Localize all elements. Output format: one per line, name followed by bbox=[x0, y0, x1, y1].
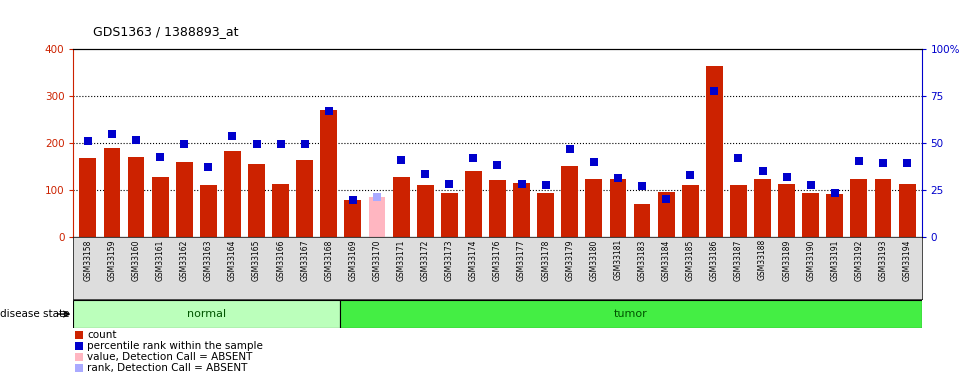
Text: GSM33167: GSM33167 bbox=[300, 239, 309, 281]
Text: GSM33192: GSM33192 bbox=[854, 239, 864, 280]
Bar bbox=[79, 158, 97, 237]
Text: GSM33174: GSM33174 bbox=[469, 239, 478, 281]
Bar bbox=[73, 300, 340, 328]
Text: GSM33184: GSM33184 bbox=[662, 239, 670, 280]
Bar bbox=[321, 110, 337, 237]
Text: GSM33179: GSM33179 bbox=[565, 239, 574, 281]
Text: GSM33163: GSM33163 bbox=[204, 239, 213, 281]
Text: GSM33191: GSM33191 bbox=[831, 239, 839, 280]
Text: GDS1363 / 1388893_at: GDS1363 / 1388893_at bbox=[93, 25, 239, 38]
Bar bbox=[730, 185, 747, 237]
Text: GSM33159: GSM33159 bbox=[107, 239, 117, 281]
Bar bbox=[489, 180, 506, 237]
Bar bbox=[561, 166, 579, 237]
Bar bbox=[392, 177, 410, 237]
Text: GSM33165: GSM33165 bbox=[252, 239, 261, 281]
Text: GSM33177: GSM33177 bbox=[517, 239, 526, 281]
Bar bbox=[200, 185, 216, 237]
Bar bbox=[152, 177, 169, 237]
Bar bbox=[340, 300, 922, 328]
Text: GSM33189: GSM33189 bbox=[782, 239, 791, 280]
Bar bbox=[537, 193, 554, 237]
Bar bbox=[128, 157, 145, 237]
Bar bbox=[369, 197, 385, 237]
Text: tumor: tumor bbox=[614, 309, 647, 319]
Text: GSM33194: GSM33194 bbox=[902, 239, 912, 281]
Bar bbox=[826, 194, 843, 237]
Bar bbox=[754, 179, 771, 237]
Text: disease state: disease state bbox=[0, 309, 70, 319]
Text: GSM33170: GSM33170 bbox=[373, 239, 382, 281]
Text: GSM33186: GSM33186 bbox=[710, 239, 719, 280]
Bar bbox=[248, 164, 265, 237]
Text: GSM33188: GSM33188 bbox=[758, 239, 767, 280]
Text: GSM33185: GSM33185 bbox=[686, 239, 695, 280]
Bar bbox=[103, 148, 121, 237]
Bar bbox=[779, 184, 795, 237]
Text: GSM33180: GSM33180 bbox=[589, 239, 598, 280]
Bar bbox=[898, 184, 916, 237]
Bar bbox=[176, 162, 192, 237]
Text: GSM33176: GSM33176 bbox=[493, 239, 502, 281]
Bar bbox=[874, 180, 892, 237]
Text: GSM33158: GSM33158 bbox=[83, 239, 93, 280]
Bar bbox=[513, 183, 530, 237]
Text: GSM33183: GSM33183 bbox=[638, 239, 646, 280]
Text: GSM33187: GSM33187 bbox=[734, 239, 743, 280]
Text: GSM33162: GSM33162 bbox=[180, 239, 188, 280]
Bar bbox=[440, 193, 458, 237]
Text: count: count bbox=[87, 330, 117, 340]
Bar bbox=[416, 185, 434, 237]
Text: GSM33160: GSM33160 bbox=[131, 239, 141, 281]
Bar bbox=[465, 171, 482, 237]
Text: percentile rank within the sample: percentile rank within the sample bbox=[87, 341, 263, 351]
Bar bbox=[345, 200, 361, 237]
Bar bbox=[610, 179, 626, 237]
Bar bbox=[585, 180, 603, 237]
Text: rank, Detection Call = ABSENT: rank, Detection Call = ABSENT bbox=[87, 363, 247, 373]
Bar bbox=[850, 179, 867, 237]
Text: GSM33178: GSM33178 bbox=[541, 239, 551, 280]
Bar bbox=[634, 204, 650, 237]
Bar bbox=[272, 184, 289, 237]
Bar bbox=[682, 185, 698, 237]
Bar bbox=[224, 151, 241, 237]
Text: normal: normal bbox=[187, 309, 226, 319]
Text: GSM33171: GSM33171 bbox=[397, 239, 406, 280]
Bar bbox=[658, 192, 674, 237]
Bar bbox=[297, 160, 313, 237]
Text: GSM33181: GSM33181 bbox=[613, 239, 622, 280]
Text: GSM33193: GSM33193 bbox=[878, 239, 888, 281]
Text: GSM33190: GSM33190 bbox=[807, 239, 815, 281]
Text: GSM33168: GSM33168 bbox=[325, 239, 333, 280]
Bar bbox=[706, 66, 723, 237]
Text: GSM33169: GSM33169 bbox=[349, 239, 357, 281]
Text: GSM33164: GSM33164 bbox=[228, 239, 237, 281]
Text: GSM33172: GSM33172 bbox=[421, 239, 430, 280]
Text: GSM33166: GSM33166 bbox=[276, 239, 285, 281]
Bar bbox=[803, 193, 819, 237]
Text: GSM33173: GSM33173 bbox=[444, 239, 454, 281]
Text: GSM33161: GSM33161 bbox=[156, 239, 164, 280]
Text: value, Detection Call = ABSENT: value, Detection Call = ABSENT bbox=[87, 352, 252, 362]
